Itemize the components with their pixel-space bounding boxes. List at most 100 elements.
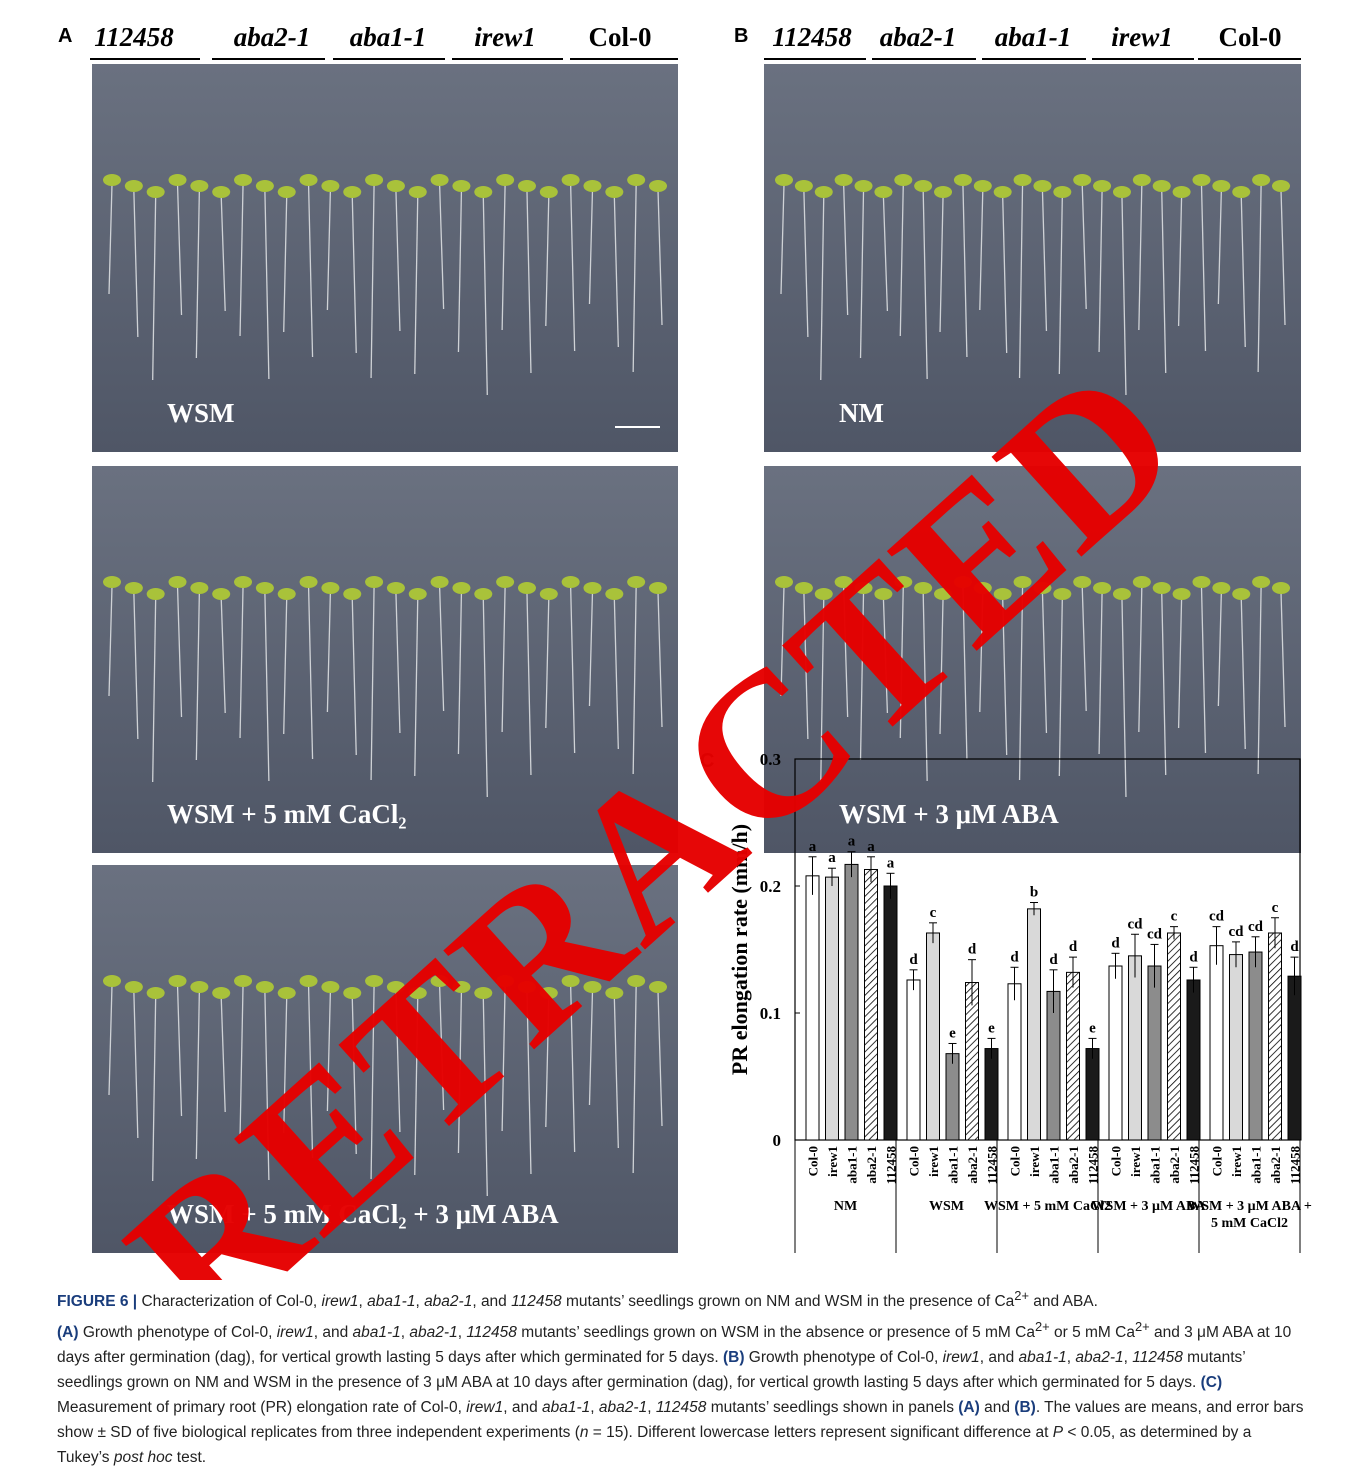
- bar: [1187, 980, 1200, 1140]
- leaf: [954, 174, 972, 186]
- leaf: [147, 987, 165, 999]
- page: WSMWSM + 5 mM CaCl₂WSM + 5 mM CaCl₂ + 3 …: [0, 0, 1355, 1469]
- caption-paragraph: FIGURE 6 | Characterization of Col-0, ir…: [57, 1283, 1307, 1314]
- caption-text: (A): [57, 1324, 79, 1341]
- leaf: [1153, 180, 1171, 192]
- caption-text: (B): [1014, 1399, 1036, 1416]
- x-tick-label: irew1: [1229, 1146, 1244, 1177]
- genotype-label: Col-0: [1219, 22, 1282, 52]
- leaf: [649, 180, 667, 192]
- leaf: [234, 975, 252, 987]
- leaf: [125, 180, 143, 192]
- leaf: [365, 576, 383, 588]
- x-tick-label: aba1-1: [845, 1146, 860, 1184]
- bar: [1168, 933, 1181, 1140]
- caption-text: 2+: [1035, 1319, 1050, 1334]
- caption-text: 112458: [1132, 1349, 1183, 1366]
- bar: [1086, 1049, 1099, 1140]
- leaf: [256, 981, 274, 993]
- caption-text: test.: [172, 1449, 206, 1466]
- caption-text: 112458: [466, 1324, 517, 1341]
- caption-text: aba2-1: [409, 1324, 457, 1341]
- leaf: [212, 186, 230, 198]
- bar: [946, 1054, 959, 1140]
- photo-label: WSM: [167, 398, 235, 428]
- genotype-label: aba2-1: [880, 22, 957, 52]
- leaf: [1053, 186, 1071, 198]
- bar: [1230, 955, 1243, 1140]
- caption-text: Growth phenotype of Col-0,: [79, 1324, 277, 1341]
- genotype-label: aba1-1: [995, 22, 1072, 52]
- bar: [1008, 984, 1021, 1140]
- leaf: [321, 582, 339, 594]
- caption-text: aba1-1: [1019, 1349, 1067, 1366]
- significance-letter: d: [968, 942, 977, 958]
- leaf: [212, 987, 230, 999]
- bar: [966, 983, 979, 1140]
- photo-label: WSM + 5 mM CaCl₂: [167, 799, 406, 829]
- significance-letter: c: [930, 905, 937, 921]
- caption-text: , and: [980, 1349, 1019, 1366]
- caption-text: mutants’ seedlings grown on NM and WSM i…: [562, 1293, 1015, 1310]
- leaf: [1192, 576, 1210, 588]
- bar: [845, 864, 858, 1140]
- x-tick-label: aba2-1: [1167, 1146, 1182, 1184]
- caption-text: , and: [503, 1399, 542, 1416]
- leaf: [1173, 588, 1191, 600]
- significance-letter: d: [1111, 935, 1120, 951]
- leaf: [496, 174, 514, 186]
- leaf: [431, 174, 449, 186]
- caption-text: aba1-1: [353, 1324, 401, 1341]
- leaf: [1153, 582, 1171, 594]
- leaf: [365, 174, 383, 186]
- leaf: [1093, 180, 1111, 192]
- significance-letter: cd: [1147, 926, 1163, 942]
- leaf: [518, 180, 536, 192]
- significance-letter: d: [1010, 949, 1019, 965]
- bar: [884, 886, 897, 1140]
- leaf: [1113, 588, 1131, 600]
- significance-letter: d: [1290, 939, 1299, 955]
- leaf: [256, 582, 274, 594]
- leaf: [894, 174, 912, 186]
- leaf: [409, 186, 427, 198]
- caption-text: (B): [723, 1349, 745, 1366]
- genotype-label: irew1: [1111, 22, 1173, 52]
- x-tick-label: aba2-1: [864, 1146, 879, 1184]
- caption-text: Growth phenotype of Col-0,: [745, 1349, 943, 1366]
- leaf: [256, 180, 274, 192]
- x-tick-label: irew1: [1027, 1146, 1042, 1177]
- bar: [1067, 972, 1080, 1140]
- significance-letter: cd: [1128, 916, 1144, 932]
- leaf: [649, 582, 667, 594]
- significance-letter: c: [1171, 909, 1178, 925]
- significance-letter: d: [1189, 949, 1198, 965]
- leaf: [1272, 180, 1290, 192]
- leaf: [518, 582, 536, 594]
- leaf: [1133, 174, 1151, 186]
- leaf: [474, 588, 492, 600]
- bar: [927, 933, 940, 1140]
- x-tick-label: aba2-1: [1268, 1146, 1283, 1184]
- leaf: [169, 576, 187, 588]
- leaf: [190, 180, 208, 192]
- x-tick-label: aba1-1: [1148, 1146, 1163, 1184]
- leaf: [1014, 174, 1032, 186]
- leaf: [583, 180, 601, 192]
- bar: [806, 876, 819, 1140]
- leaf: [190, 981, 208, 993]
- genotype-label: aba2-1: [234, 22, 311, 52]
- bar: [985, 1049, 998, 1140]
- leaf: [278, 987, 296, 999]
- caption-text: , and: [472, 1293, 511, 1310]
- genotype-label: 112458: [772, 22, 852, 52]
- genotype-label: Col-0: [589, 22, 652, 52]
- significance-letter: cd: [1229, 924, 1245, 940]
- x-tick-label: aba1-1: [946, 1146, 961, 1184]
- leaf: [815, 186, 833, 198]
- leaf: [169, 174, 187, 186]
- caption-text: irew1: [943, 1349, 980, 1366]
- leaf: [125, 582, 143, 594]
- bar: [1210, 946, 1223, 1140]
- caption-text: 2+: [1014, 1288, 1029, 1303]
